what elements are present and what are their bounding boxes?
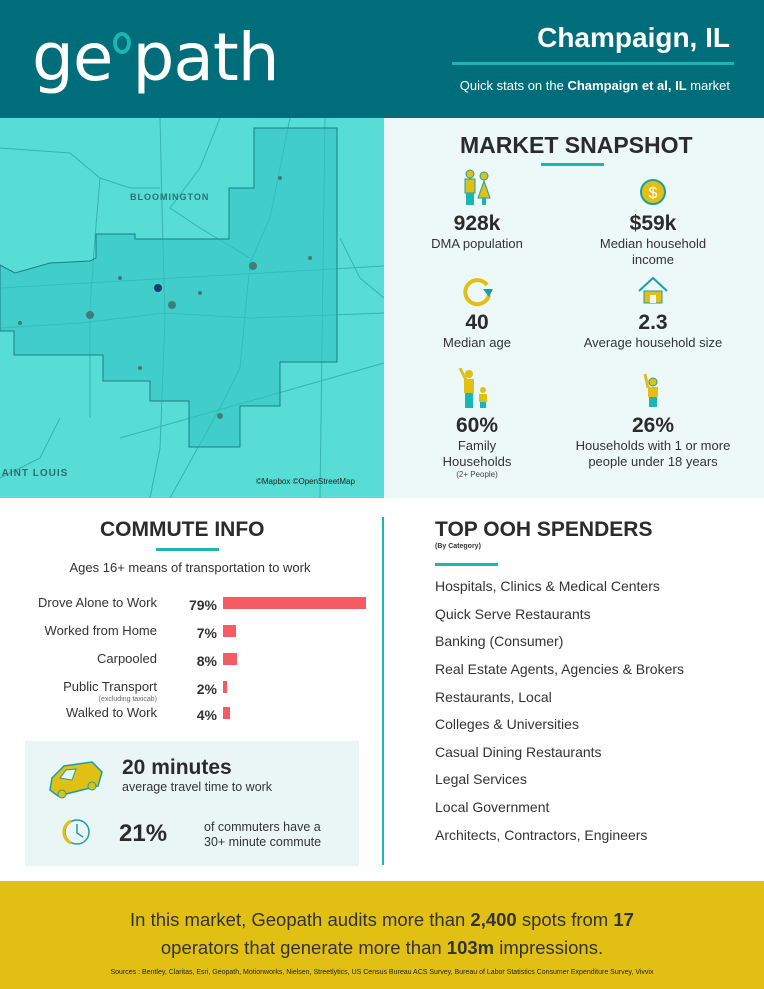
- header: [0, 0, 764, 118]
- commute-percent: 2%: [196, 681, 217, 697]
- list-item: Local Government: [435, 799, 550, 815]
- commute-label: Drove Alone to Work: [38, 595, 157, 610]
- commute-bar: [223, 597, 366, 609]
- commute-title: COMMUTE INFO: [100, 518, 265, 541]
- list-item: Hospitals, Clinics & Medical Centers: [435, 578, 660, 594]
- child-icon: [643, 373, 658, 407]
- travel-time-label: average travel time to work: [122, 780, 273, 794]
- map-label: SAINT LOUIS: [0, 468, 69, 479]
- stat-value: $59k: [629, 212, 677, 235]
- stat-label: Average household size: [583, 335, 723, 350]
- commute-row: Walked to Work 4%: [0, 705, 380, 725]
- stat-family-households: 60% Family Households (2+ People): [387, 368, 567, 479]
- commute-note: (excluding taxicab): [98, 696, 157, 703]
- stat-median-age: 40 Median age: [387, 275, 567, 351]
- market-map[interactable]: BLOOMINGTON SAINT LOUIS ©Mapbox ©OpenStr…: [0, 118, 384, 498]
- commute-bar: [223, 707, 231, 719]
- stat-median-income: $ $59k Median household income: [563, 168, 743, 268]
- spenders-title: TOP OOH SPENDERS: [435, 518, 653, 541]
- stat-value: 2.3: [638, 311, 668, 334]
- section-divider: [382, 517, 384, 865]
- spenders-subtitle: (By Category): [435, 543, 481, 550]
- stat-value: 928k: [453, 212, 501, 235]
- clock-icon: [62, 819, 90, 845]
- commute-percent: 7%: [196, 625, 217, 641]
- commute-percent: 4%: [196, 707, 217, 723]
- map-pin: [154, 284, 162, 292]
- stat-label: DMA population: [431, 236, 523, 251]
- commute-percent: 8%: [196, 653, 217, 669]
- commute-row: Drove Alone to Work 79%: [0, 595, 380, 615]
- commute-label: Carpooled: [97, 651, 157, 666]
- stat-sublabel: (2+ People): [456, 470, 498, 479]
- stat-households-with-children: 26% Households with 1 or more people und…: [563, 368, 743, 470]
- commute-row: Worked from Home 7%: [0, 623, 380, 643]
- list-item: Banking (Consumer): [435, 633, 564, 649]
- commute-label: Walked to Work: [65, 705, 157, 720]
- spenders-underline: [435, 563, 498, 566]
- commute-underline: [156, 548, 219, 551]
- map-graphic: [0, 118, 384, 498]
- list-item: Colleges & Universities: [435, 716, 579, 732]
- inventory-dots: [18, 176, 312, 419]
- snapshot-title: MARKET SNAPSHOT: [460, 132, 693, 158]
- market-subtitle: Quick stats on the Champaign et al, IL m…: [459, 78, 730, 93]
- stat-value: 40: [465, 311, 489, 334]
- map-label: BLOOMINGTON: [130, 192, 210, 202]
- stat-label: Households with 1 or more people under 1…: [575, 438, 731, 469]
- parent-child-icon: [458, 368, 487, 408]
- list-item: Restaurants, Local: [435, 689, 552, 705]
- stat-household-size: 2.3 Average household size: [563, 275, 743, 351]
- commute-summary-box: [25, 741, 359, 866]
- footer-banner: [0, 881, 764, 989]
- stat-value: 26%: [631, 414, 675, 437]
- travel-time-value: 20 minutes: [122, 756, 232, 779]
- footer-summary: In this market, Geopath audits more than…: [130, 909, 634, 958]
- title-underline: [452, 62, 734, 65]
- list-item: Casual Dining Restaurants: [435, 744, 602, 760]
- commute-row: Carpooled 8%: [0, 651, 380, 671]
- house-icon: [638, 276, 668, 304]
- commute-row: Public Transport 2%: [0, 679, 380, 699]
- sources-note: Sources : Bentley, Claritas, Esri, Geopa…: [110, 969, 654, 976]
- list-item: Legal Services: [435, 771, 527, 787]
- long-commute-value: 21%: [119, 820, 168, 847]
- geopath-logo: ge path: [32, 19, 280, 96]
- svg-text:$: $: [649, 185, 658, 202]
- long-commute-label: of commuters have a 30+ minute commute: [204, 820, 322, 849]
- stat-value: 60%: [455, 414, 499, 437]
- snapshot-underline: [541, 163, 604, 166]
- stat-dma-population: 928k DMA population: [387, 168, 567, 252]
- list-item: Quick Serve Restaurants: [435, 606, 591, 622]
- market-title: Champaign, IL: [537, 22, 730, 53]
- stat-label: Median household income: [599, 236, 707, 267]
- commute-bar: [223, 625, 236, 637]
- commute-bar: [223, 653, 238, 665]
- stat-label: Family Households: [442, 438, 512, 469]
- dollar-coin-icon: $: [640, 179, 666, 205]
- commute-percent: 79%: [188, 597, 217, 613]
- refresh-cycle-icon: [463, 278, 493, 307]
- market-snapshot-panel: MARKET SNAPSHOT 928k DMA population $ $5…: [384, 118, 764, 498]
- stat-label: Median age: [443, 335, 511, 350]
- list-item: Architects, Contractors, Engineers: [435, 827, 648, 843]
- car-icon: [49, 761, 103, 799]
- map-attribution[interactable]: ©Mapbox ©OpenStreetMap: [256, 477, 355, 486]
- couple-icon: [464, 169, 491, 205]
- commute-label: Public Transport: [63, 679, 157, 694]
- list-item: Real Estate Agents, Agencies & Brokers: [435, 661, 685, 677]
- commute-subtitle: Ages 16+ means of transportation to work: [69, 560, 311, 575]
- commute-label: Worked from Home: [44, 623, 157, 638]
- commute-bar: [223, 681, 227, 693]
